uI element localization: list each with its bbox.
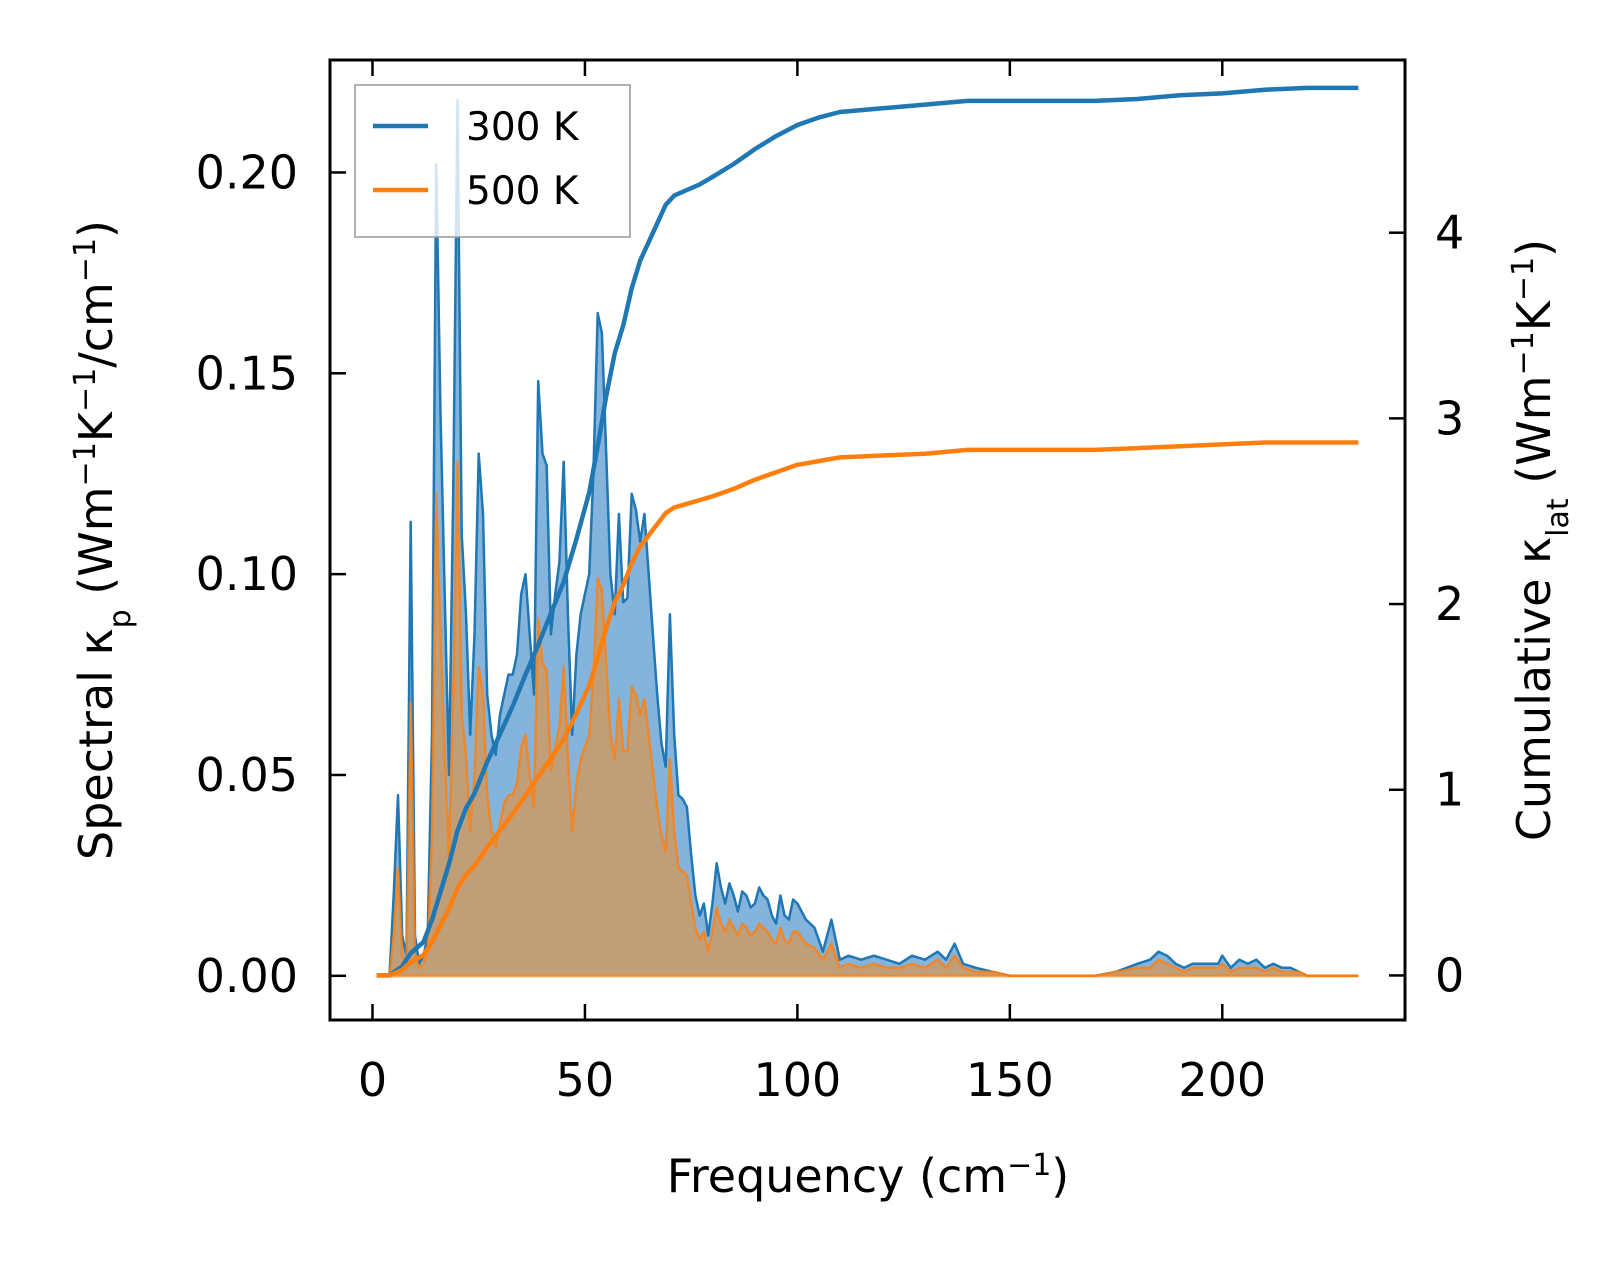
x-tick-label: 50 [556,1053,615,1107]
spectral-area-500k [376,461,1359,976]
x-tick-label: 100 [753,1053,841,1107]
x-tick-label: 0 [358,1053,387,1107]
y-right-axis-label: Cumulative κlat (Wm−1K−1) [1506,239,1576,841]
y-right-tick-label: 0 [1435,948,1464,1002]
y-left-tick-label: 0.05 [196,748,298,802]
y-left-tick-label: 0.20 [196,145,298,199]
x-tick-label: 150 [966,1053,1054,1107]
cumulative-line-300k [376,85,1359,978]
plot-frame [328,58,1407,1022]
y-right-tick-label: 3 [1435,391,1464,445]
y-left-tick-label: 0.15 [196,346,298,400]
legend-box [354,84,631,238]
legend-label-500k: 500 K [466,169,580,214]
y-left-tick-label: 0.10 [196,547,298,601]
legend-label-300k: 300 K [466,105,580,150]
y-left-tick-label: 0.00 [196,949,298,1003]
y-right-tick-label: 4 [1435,206,1464,260]
x-tick-label: 200 [1178,1053,1266,1107]
legend: 300 K 500 K [354,84,631,238]
x-axis-label: Frequency (cm−1) [667,1148,1070,1204]
y-right-tick-label: 2 [1435,577,1464,631]
cumulative-line-500k [376,440,1359,978]
y-left-axis-label: Spectral κp (Wm−1K−1/cm−1) [68,220,138,860]
y-right-tick-label: 1 [1435,763,1464,817]
